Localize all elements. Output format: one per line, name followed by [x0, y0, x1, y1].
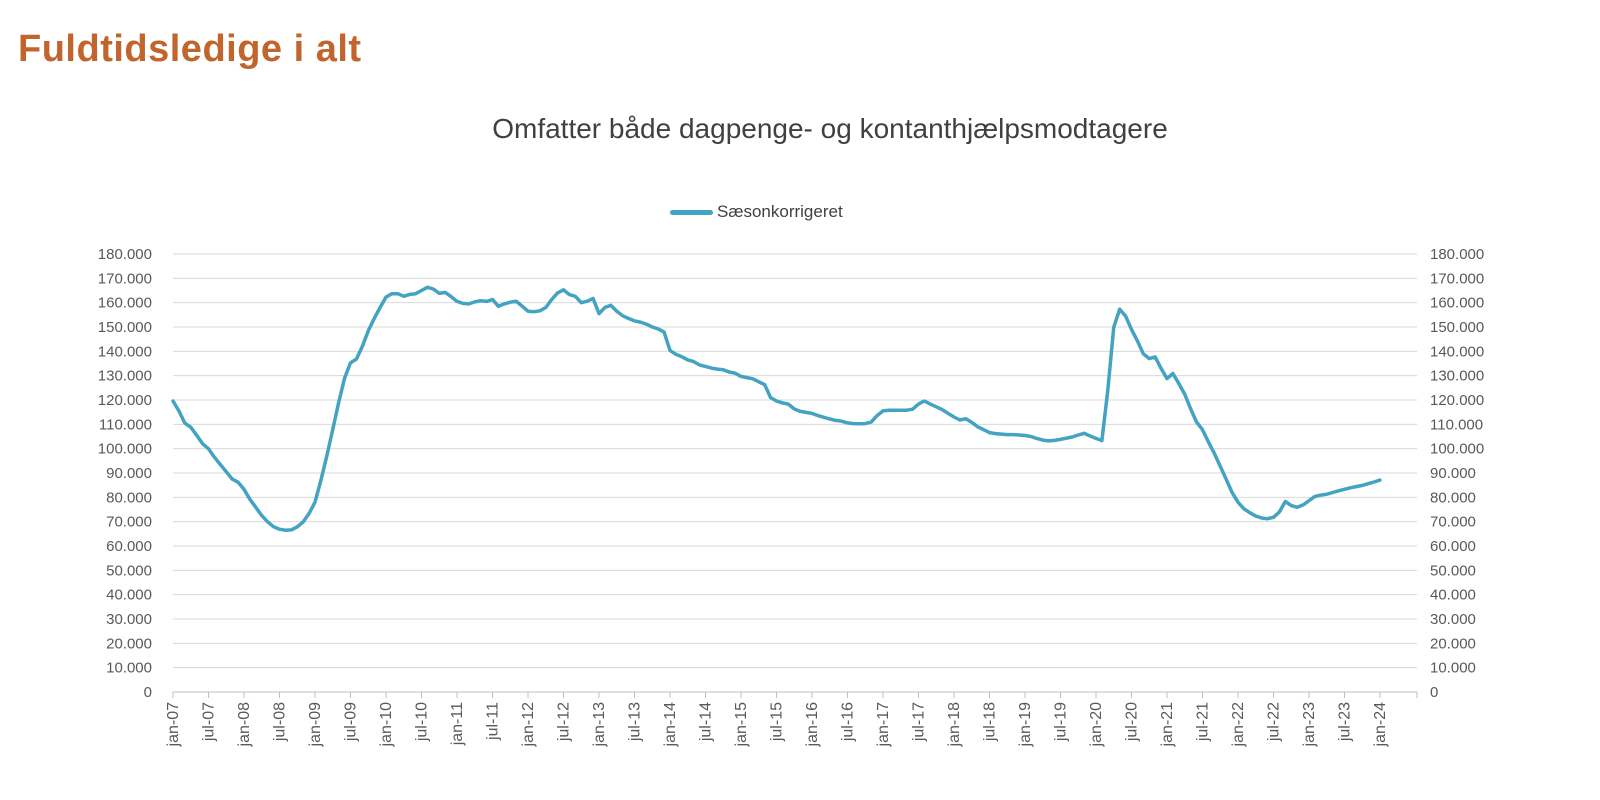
legend-line-marker [670, 209, 713, 215]
y-axis-label-left: 60.000 [106, 538, 152, 555]
x-axis-label: jul-22 [1266, 702, 1283, 742]
y-axis-label-right: 10.000 [1430, 660, 1476, 677]
y-axis-label-right: 140.000 [1430, 343, 1484, 360]
y-axis-label-left: 90.000 [106, 465, 152, 482]
y-axis-label-left: 40.000 [106, 587, 152, 604]
y-axis-label-right: 70.000 [1430, 514, 1476, 531]
x-axis-label: jul-12 [556, 702, 573, 742]
x-axis-label: jul-18 [982, 702, 999, 742]
x-axis-label: jan-10 [378, 702, 395, 748]
y-axis-label-right: 20.000 [1430, 635, 1476, 652]
x-axis-label: jan-21 [1159, 702, 1176, 748]
y-axis-label-right: 110.000 [1430, 416, 1483, 433]
y-axis-label-right: 160.000 [1430, 295, 1484, 312]
page-title: Fuldtidsledige i alt [18, 28, 362, 70]
y-axis-label-left: 130.000 [98, 368, 152, 385]
x-axis-label: jul-23 [1337, 702, 1354, 742]
x-axis-label: jan-22 [1230, 702, 1247, 748]
y-axis-label-right: 50.000 [1430, 562, 1476, 579]
y-axis-label-right: 0 [1430, 684, 1438, 701]
y-axis-label-right: 30.000 [1430, 611, 1476, 628]
y-axis-label-right: 100.000 [1430, 441, 1484, 458]
x-axis-label: jan-13 [591, 702, 608, 748]
x-axis-label: jan-18 [946, 702, 963, 748]
x-axis-label: jan-15 [733, 702, 750, 748]
x-axis-label: jul-17 [911, 702, 928, 742]
y-axis-label-left: 80.000 [106, 489, 152, 506]
x-axis-label: jul-11 [485, 702, 502, 741]
x-axis-label: jan-17 [875, 702, 892, 748]
y-axis-label-left: 170.000 [98, 270, 152, 287]
y-axis-label-left: 160.000 [98, 295, 152, 312]
x-axis-label: jan-24 [1372, 702, 1389, 748]
y-axis-label-left: 110.000 [99, 416, 152, 433]
x-axis-label: jul-14 [698, 702, 715, 742]
y-axis-label-left: 10.000 [106, 660, 152, 677]
y-axis-label-left: 180.000 [98, 246, 152, 263]
y-axis-label-left: 140.000 [98, 343, 152, 360]
x-axis-label: jan-16 [804, 702, 821, 748]
x-axis-label: jan-09 [307, 702, 324, 748]
x-axis-label: jul-10 [414, 702, 431, 742]
y-axis-label-left: 20.000 [106, 635, 152, 652]
y-axis-label-left: 150.000 [98, 319, 152, 336]
x-axis-label: jul-13 [627, 702, 644, 742]
x-axis-label: jan-08 [236, 702, 253, 748]
x-axis-label: jul-08 [272, 702, 289, 742]
y-axis-label-left: 100.000 [98, 441, 152, 458]
y-axis-label-left: 50.000 [106, 562, 152, 579]
y-axis-label-right: 170.000 [1430, 270, 1484, 287]
x-axis-label: jul-07 [201, 702, 218, 742]
chart-subtitle: Omfatter både dagpenge- og kontanthjælps… [492, 113, 1168, 144]
x-axis-label: jul-20 [1124, 702, 1141, 742]
y-axis-label-left: 120.000 [98, 392, 152, 409]
x-axis-label: jul-21 [1195, 702, 1212, 742]
x-axis-label: jan-23 [1301, 702, 1318, 748]
y-axis-label-right: 90.000 [1430, 465, 1476, 482]
x-axis-label: jul-19 [1053, 702, 1070, 742]
x-axis-label: jan-20 [1088, 702, 1105, 748]
series-line-saesonkorrigeret [171, 285, 1382, 532]
y-axis-label-right: 40.000 [1430, 587, 1476, 604]
y-axis-label-left: 70.000 [106, 514, 152, 531]
y-axis-label-right: 130.000 [1430, 368, 1484, 385]
y-axis-label-right: 180.000 [1430, 246, 1484, 263]
x-axis-label: jul-09 [343, 702, 360, 742]
x-axis-label: jul-15 [769, 702, 786, 742]
x-axis-label: jul-16 [840, 702, 857, 742]
legend: Sæsonkorrigeret [670, 200, 843, 224]
x-axis-label: jan-11 [449, 702, 466, 746]
x-axis-label: jan-14 [662, 702, 679, 748]
x-axis-label: jan-07 [165, 702, 182, 748]
y-axis-label-left: 0 [144, 684, 152, 701]
y-axis-label-right: 60.000 [1430, 538, 1476, 555]
y-axis-label-left: 30.000 [106, 611, 152, 628]
y-axis-label-right: 150.000 [1430, 319, 1484, 336]
legend-series-label: Sæsonkorrigeret [717, 202, 843, 221]
x-axis-label: jan-19 [1017, 702, 1034, 748]
y-axis-label-right: 120.000 [1430, 392, 1484, 409]
x-axis-label: jan-12 [520, 702, 537, 748]
y-axis-label-right: 80.000 [1430, 489, 1476, 506]
